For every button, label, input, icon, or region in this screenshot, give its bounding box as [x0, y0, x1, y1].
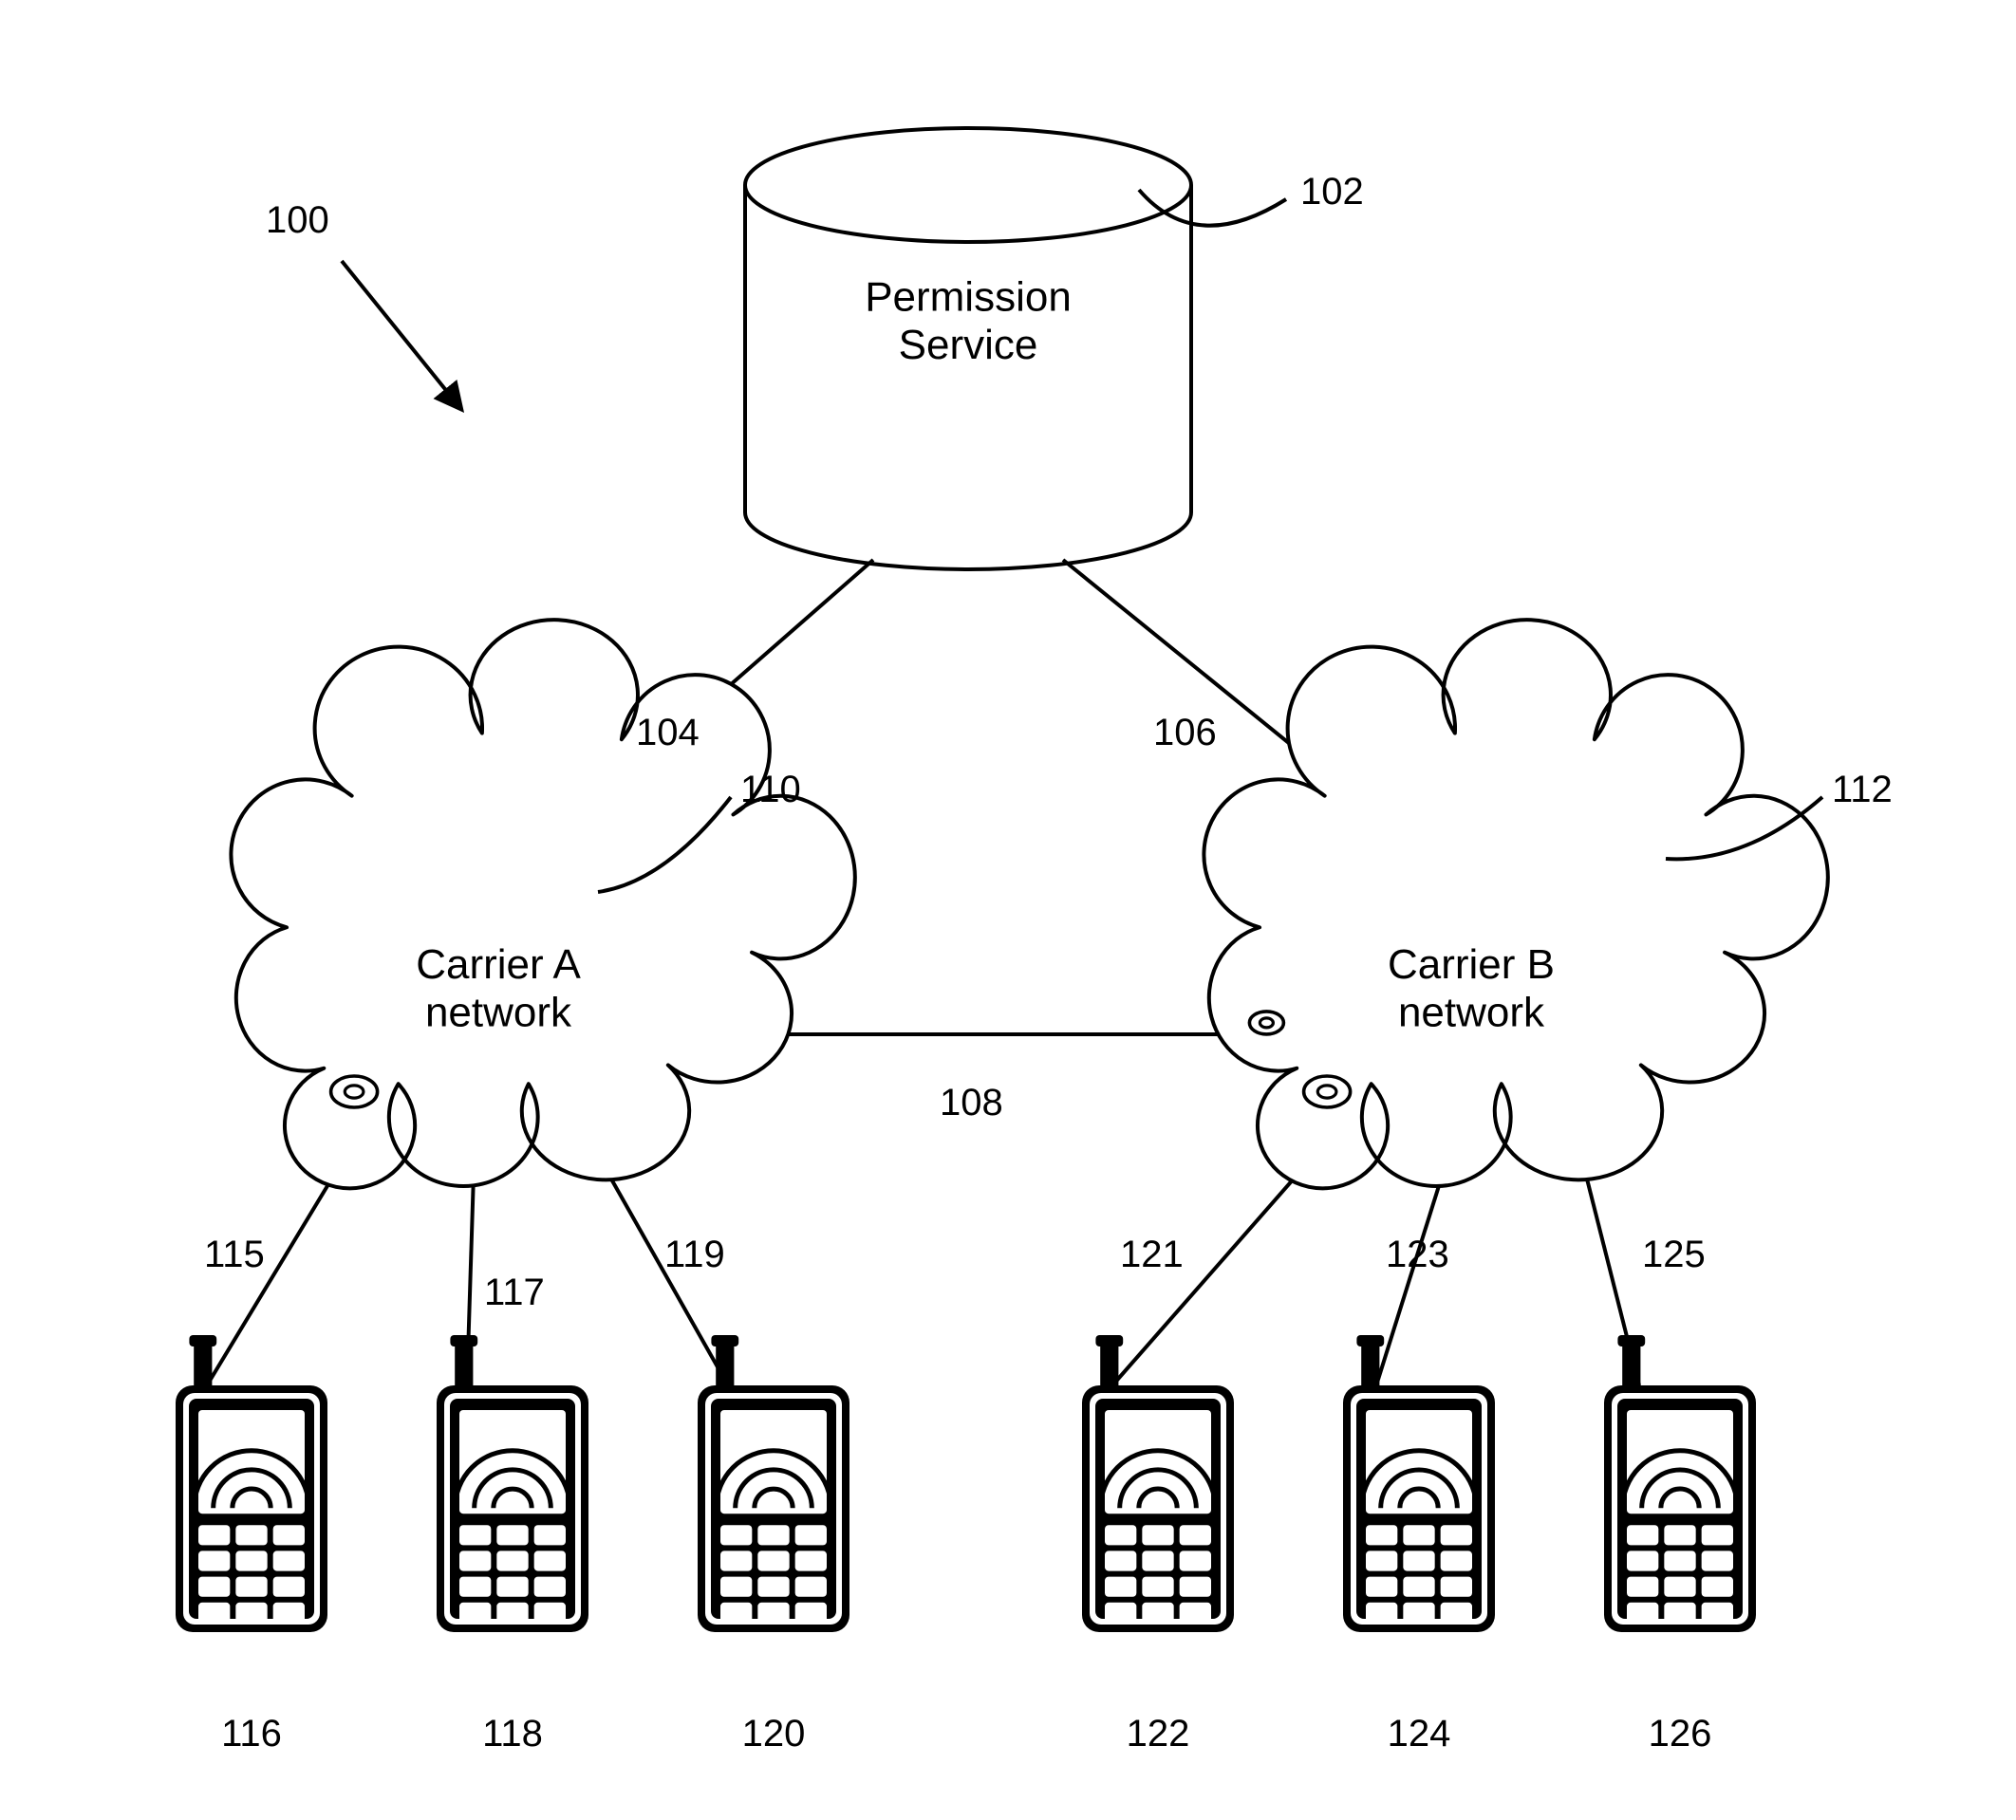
- ref-label: 124: [1388, 1713, 1451, 1755]
- ref-label: 125: [1642, 1234, 1706, 1276]
- ref-label: 102: [1300, 171, 1364, 214]
- ref-label: 119: [664, 1234, 725, 1276]
- ref-label: 104: [636, 712, 700, 754]
- svg-text:Carrier Anetwork: Carrier Anetwork: [416, 941, 581, 1036]
- svg-layer: PermissionService Carrier Anetwork Carrier…: [0, 0, 2016, 1820]
- ref-label: 121: [1120, 1234, 1184, 1276]
- ref-label: 116: [221, 1713, 282, 1755]
- ref-label: 112: [1832, 769, 1893, 811]
- svg-text:PermissionService: PermissionService: [865, 274, 1072, 369]
- svg-text:Carrier Bnetwork: Carrier Bnetwork: [1388, 941, 1555, 1036]
- ref-label: 118: [482, 1713, 543, 1755]
- ref-label: 108: [940, 1082, 1003, 1124]
- diagram-canvas: { "canvas": { "width": 2124, "height": 1…: [0, 0, 2016, 1820]
- ref-label: 120: [742, 1713, 806, 1755]
- ref-label: 106: [1153, 712, 1217, 754]
- ref-label: 100: [266, 199, 329, 242]
- ref-label: 123: [1386, 1234, 1449, 1276]
- ref-label: 117: [484, 1272, 545, 1314]
- ref-label: 126: [1649, 1713, 1712, 1755]
- ref-label: 122: [1127, 1713, 1190, 1755]
- ref-label: 115: [204, 1234, 265, 1276]
- ref-label: 110: [740, 769, 801, 811]
